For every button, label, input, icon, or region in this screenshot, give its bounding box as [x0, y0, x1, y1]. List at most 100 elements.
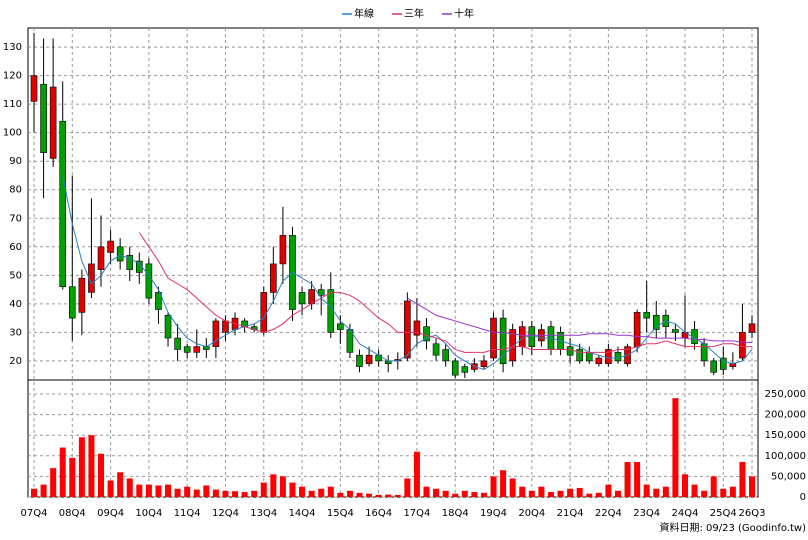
candle-body [107, 240, 114, 253]
y-tick-label: 100 [3, 128, 22, 139]
volume-bar [614, 490, 621, 497]
candle-body [49, 86, 57, 159]
candle-body [461, 366, 469, 373]
volume-bar [605, 484, 612, 497]
candle-body [260, 292, 268, 333]
volume-bar [701, 490, 708, 497]
candle-body [97, 246, 105, 270]
candle-body [633, 312, 641, 347]
y-tick-label: 120 [3, 71, 22, 82]
volume-bar [442, 490, 449, 497]
source-note: 資料日期: 09/23 (Goodinfo.tw) [659, 521, 806, 534]
volume-bar [241, 492, 248, 497]
volume-bar [50, 468, 57, 497]
volume-bar [749, 476, 755, 497]
candle-body [719, 357, 727, 370]
x-tick-label: 21Q4 [557, 508, 584, 519]
volume-bar [538, 486, 545, 497]
candle-body [40, 83, 47, 153]
volume-bar [509, 478, 516, 497]
candle-body [279, 235, 287, 265]
volume-bar [461, 490, 468, 497]
volume-bar [193, 489, 200, 497]
volume-bar [232, 491, 239, 497]
volume-bar [327, 486, 334, 497]
candle-body [59, 120, 67, 288]
candle-body [614, 352, 622, 362]
volume-bar [136, 484, 143, 497]
y-tick-label: 30 [9, 327, 22, 338]
x-tick-label: 26Q3 [739, 508, 766, 519]
x-tick-label: 24Q4 [672, 508, 699, 519]
x-tick-label: 10Q4 [135, 508, 162, 519]
x-tick-label: 13Q4 [250, 508, 277, 519]
candle-body [317, 289, 325, 296]
volume-bar [145, 484, 152, 497]
x-tick-label: 23Q4 [633, 508, 660, 519]
y-tick-label: 70 [9, 213, 22, 224]
volume-bar [107, 480, 114, 497]
volume-bar [375, 494, 382, 497]
volume-bar [423, 486, 430, 497]
volume-bar [59, 447, 66, 497]
volume-bar [404, 478, 411, 497]
candle-body [499, 317, 507, 365]
volume-bar [557, 490, 564, 497]
volume-bar [653, 488, 660, 497]
candle-body [212, 320, 220, 347]
y-tick-label: 90 [9, 156, 22, 167]
volume-bar [576, 487, 583, 497]
volume-bar [78, 437, 85, 497]
candle-body [643, 312, 650, 319]
y-tick-label: 110 [3, 99, 22, 110]
candle-body [576, 349, 583, 362]
volume-bar [279, 476, 286, 497]
volume-bar [528, 490, 535, 497]
ma-line [407, 297, 752, 343]
y2-tick-label: 50,000 [771, 471, 806, 482]
volume-bar [337, 492, 344, 497]
candle-body [193, 346, 201, 353]
y2-tick-label: 200,000 [765, 410, 806, 421]
candle-body [183, 346, 191, 353]
candle-body [490, 317, 497, 359]
volume-bar [299, 486, 306, 497]
volume-bar [547, 492, 554, 497]
volume-bar [567, 488, 574, 497]
volume-bar [385, 494, 392, 497]
candle-body [480, 360, 488, 367]
volume-bar [519, 486, 526, 497]
volume-bar [729, 486, 736, 497]
candle-body [164, 314, 172, 339]
volume-bar [289, 482, 296, 497]
candle-body [423, 326, 430, 342]
volume-bar [174, 488, 181, 497]
legend-label: 年線 [354, 7, 374, 20]
candle-body [174, 337, 181, 350]
volume-bar [490, 476, 497, 497]
volume-bar [88, 435, 95, 497]
volume-bar [203, 485, 210, 497]
volume-bar [212, 489, 219, 497]
y-tick-label: 130 [3, 42, 22, 53]
volume-bar [681, 474, 688, 497]
candle-body [88, 263, 95, 293]
candle-body [739, 332, 746, 359]
volume-bar [346, 490, 353, 497]
x-tick-label: 17Q4 [403, 508, 430, 519]
x-tick-label: 25Q4 [710, 508, 737, 519]
volume-bar [270, 474, 277, 497]
candle-body [155, 292, 162, 310]
volume-bar [586, 493, 593, 497]
volume-bar [739, 461, 746, 497]
x-tick-label: 07Q4 [21, 508, 48, 519]
candle-body [222, 320, 229, 333]
volume-bar [366, 493, 373, 497]
volume-bar [308, 490, 315, 497]
y2-tick-label: 0 [800, 492, 806, 503]
volume-bar [356, 492, 363, 497]
x-tick-label: 09Q4 [97, 508, 124, 519]
volume-bar [394, 494, 401, 497]
volume-bar [126, 478, 133, 497]
